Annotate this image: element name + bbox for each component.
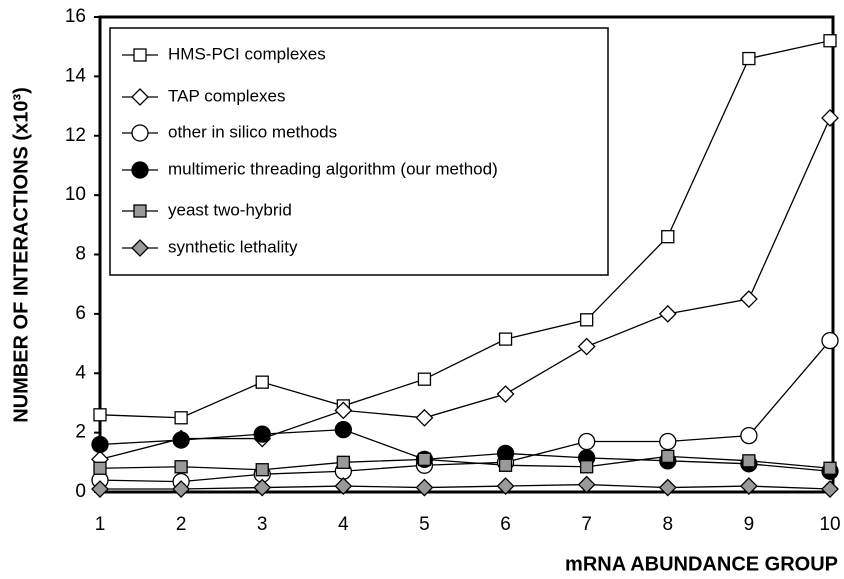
x-tick-label: 7 bbox=[581, 514, 592, 535]
marker bbox=[174, 411, 188, 425]
marker bbox=[253, 478, 272, 497]
marker bbox=[577, 475, 596, 494]
marker bbox=[496, 477, 515, 495]
marker bbox=[658, 304, 677, 323]
marker bbox=[661, 230, 675, 244]
marker bbox=[742, 454, 756, 468]
marker bbox=[131, 88, 149, 106]
marker bbox=[415, 478, 434, 497]
marker bbox=[577, 337, 596, 356]
marker bbox=[93, 408, 107, 422]
y-tick-label: 6 bbox=[75, 303, 86, 324]
x-tick-label: 4 bbox=[338, 514, 349, 535]
marker bbox=[821, 109, 839, 127]
marker bbox=[580, 460, 594, 474]
marker bbox=[821, 480, 839, 498]
marker bbox=[498, 458, 513, 472]
legend-label: TAP complexes bbox=[168, 86, 285, 105]
legend-label: yeast two-hybrid bbox=[168, 200, 292, 219]
marker bbox=[659, 432, 677, 451]
marker bbox=[174, 460, 188, 474]
marker bbox=[739, 477, 758, 495]
marker bbox=[661, 449, 675, 464]
y-tick-label: 0 bbox=[75, 481, 86, 502]
marker bbox=[255, 375, 269, 389]
x-tick-label: 2 bbox=[176, 514, 187, 535]
x-tick-label: 3 bbox=[257, 514, 268, 535]
marker bbox=[334, 401, 353, 420]
marker bbox=[580, 313, 594, 327]
marker bbox=[578, 432, 596, 451]
y-axis-title: NUMBER OF INTERACTIONS (x10³) bbox=[10, 87, 32, 423]
marker bbox=[417, 372, 432, 386]
y-tick-label: 10 bbox=[65, 184, 86, 205]
marker bbox=[823, 34, 837, 48]
y-tick-label: 16 bbox=[65, 6, 86, 27]
legend-label: HMS-PCI complexes bbox=[168, 44, 326, 63]
marker bbox=[131, 239, 149, 257]
x-tick-label: 10 bbox=[819, 514, 840, 535]
series-line bbox=[99, 340, 831, 483]
marker bbox=[821, 331, 839, 350]
legend-label: synthetic lethality bbox=[168, 237, 298, 256]
marker bbox=[131, 161, 149, 179]
marker bbox=[742, 51, 756, 66]
marker bbox=[91, 435, 109, 454]
y-tick-label: 14 bbox=[65, 65, 87, 86]
marker bbox=[133, 48, 147, 62]
y-tick-label: 4 bbox=[75, 362, 86, 383]
series-line bbox=[99, 117, 831, 460]
series-line bbox=[99, 428, 831, 472]
marker bbox=[133, 204, 147, 218]
legend-box bbox=[109, 27, 609, 276]
y-tick-label: 8 bbox=[75, 244, 86, 265]
marker bbox=[823, 461, 837, 475]
x-tick-label: 8 bbox=[662, 514, 673, 535]
marker bbox=[739, 290, 758, 308]
series-line bbox=[99, 455, 831, 471]
x-tick-label: 1 bbox=[95, 514, 106, 535]
legend-label: other in silico methods bbox=[168, 122, 337, 141]
y-tick-label: 2 bbox=[75, 422, 86, 443]
legend-label: multimeric threading algorithm (our meth… bbox=[168, 159, 498, 178]
marker bbox=[93, 461, 107, 475]
marker bbox=[334, 477, 353, 495]
marker bbox=[658, 478, 677, 497]
marker bbox=[334, 421, 352, 439]
marker bbox=[336, 455, 350, 469]
marker bbox=[255, 463, 269, 477]
marker bbox=[91, 480, 109, 498]
marker bbox=[172, 431, 190, 449]
marker bbox=[498, 332, 513, 346]
marker bbox=[415, 408, 434, 427]
x-tick-label: 9 bbox=[744, 514, 755, 535]
marker bbox=[131, 124, 149, 142]
marker bbox=[417, 452, 432, 466]
series-line bbox=[99, 40, 831, 419]
marker bbox=[253, 425, 271, 443]
y-tick-label: 12 bbox=[65, 125, 86, 146]
x-tick-label: 6 bbox=[500, 514, 511, 535]
series-line bbox=[100, 483, 831, 490]
marker bbox=[496, 385, 515, 403]
marker bbox=[740, 426, 758, 445]
x-axis-title: mRNA ABUNDANCE GROUP bbox=[565, 553, 838, 575]
marker bbox=[172, 480, 191, 498]
x-tick-label: 5 bbox=[419, 514, 430, 535]
